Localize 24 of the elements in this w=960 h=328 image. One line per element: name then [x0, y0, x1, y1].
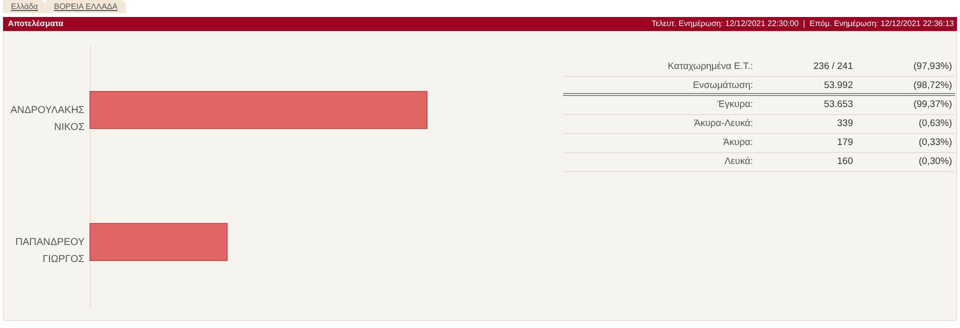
text: Τελευτ. Ενημέρωση: 12/12/2021 22:30:00 | Επόμ. Ενημέρωση: 12/12/2021 22:36:13 [652, 18, 954, 30]
text: (99,37%) [913, 99, 952, 110]
text: (97,93%) [913, 61, 952, 72]
text: Λευκά: [724, 156, 753, 167]
text: 236 / 241 [813, 61, 853, 72]
y-tick-label: ΠΑΠΑΝΔΡΕΟΥ ΓΙΩΡΓΟΣ [15, 237, 85, 265]
text: (0,33%) [918, 137, 952, 148]
text: Έγκυρα: [717, 99, 753, 110]
text: 339 [837, 118, 853, 129]
text: (98,72%) [913, 80, 952, 91]
text: 53.992 [824, 80, 853, 91]
text: Άκυρα: [723, 137, 753, 148]
text: Καταχωρημένα Ε.Τ.: [668, 61, 753, 72]
text: Άκυρα-Λευκά: [694, 118, 753, 129]
text: 179 [837, 137, 853, 148]
text: Ενσωμάτωση: [692, 80, 753, 91]
text: (0,30%) [918, 156, 952, 167]
text: 160 [837, 156, 853, 167]
chart-title: Αποτελέσματα [8, 18, 64, 30]
text: 53.653 [824, 99, 853, 110]
text: ΒΟΡΕΙΑ ΕΛΛΑΔΑ [46, 0, 126, 13]
text: (0,63%) [918, 118, 952, 129]
text: Ελλάδα [3, 0, 46, 13]
y-tick-label: ΑΝΔΡΟΥΛΑΚΗΣ ΝΙΚΟΣ [10, 105, 84, 133]
